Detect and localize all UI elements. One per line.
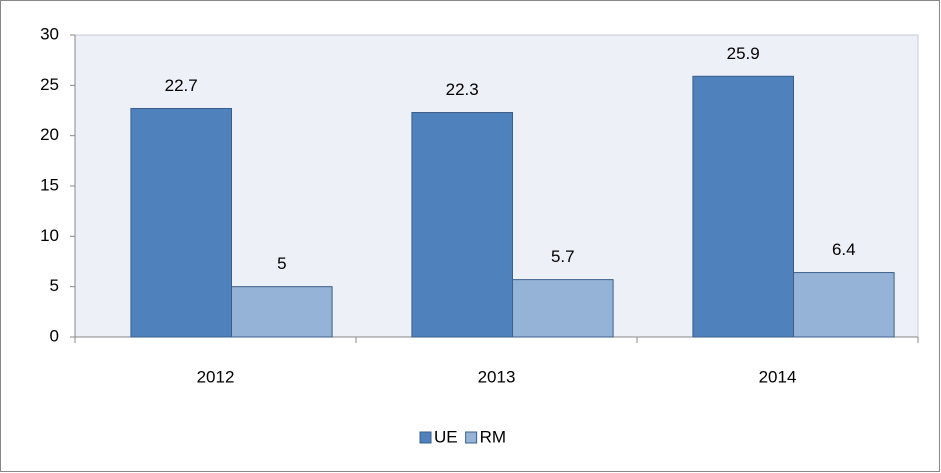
legend-swatch [465,431,478,444]
x-tick-label: 2013 [478,367,516,386]
data-label: 5 [277,254,286,273]
y-tick-label: 0 [50,326,59,345]
y-tick-label: 20 [40,125,59,144]
x-tick-label: 2014 [759,367,797,386]
bar [411,112,514,338]
data-label: 22.3 [446,80,479,99]
data-label: 5.7 [551,247,575,266]
bar [692,75,794,338]
bar [231,286,333,338]
y-tick-label: 15 [40,175,59,194]
bar [793,272,895,338]
y-tick-label: 5 [50,276,59,295]
data-label: 22.7 [165,76,198,95]
legend-label: UE [434,427,458,446]
y-tick-label: 25 [40,75,59,94]
bar [130,107,232,338]
legend-label: RM [480,427,506,446]
data-label: 25.9 [727,44,760,63]
bar [512,279,614,338]
legend-swatch [419,431,432,444]
data-label: 6.4 [832,240,856,259]
y-tick-label: 10 [40,226,59,245]
x-tick-label: 2012 [197,367,235,386]
y-tick-label: 30 [40,24,59,43]
